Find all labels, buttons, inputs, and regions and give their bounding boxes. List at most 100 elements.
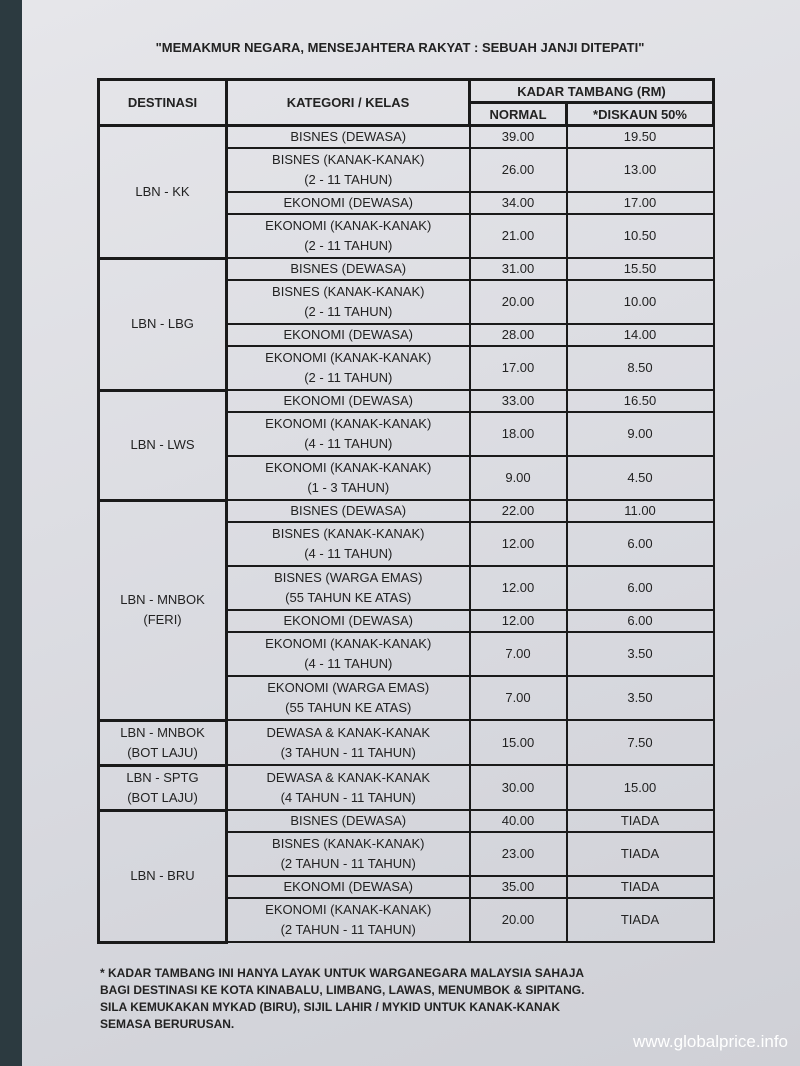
discount-fare: 16.50: [565, 389, 715, 413]
table-row: BISNES (KANAK-KANAK) (2 TAHUN - 11 TAHUN)…: [99, 831, 715, 877]
table-row: EKONOMI (WARGA EMAS) (55 TAHUN KE ATAS) 7.…: [99, 675, 715, 721]
text-line: EKONOMI (WARGA EMAS): [267, 680, 430, 695]
table-row: LBN - KK BISNES (DEWASA) 39.00 19.50: [97, 124, 715, 260]
text-line: (55 TAHUN KE ATAS): [285, 700, 412, 715]
discount-fare: 8.50: [565, 345, 715, 391]
normal-fare: 21.00: [468, 213, 568, 259]
text-line: EKONOMI (DEWASA): [283, 879, 414, 894]
normal-fare: 12.00: [468, 609, 568, 633]
text-line: EKONOMI (KANAK-KANAK): [265, 636, 432, 651]
table-row: LBN - LBG BISNES (DEWASA) 31.00 15.50: [97, 256, 715, 392]
text-line: (2 TAHUN - 11 TAHUN): [280, 856, 416, 871]
discount-fare: TIADA: [565, 875, 715, 899]
text-line: LBN - BRU: [130, 868, 195, 883]
category-cell: BISNES (KANAK-KANAK) (2 - 11 TAHUN): [225, 279, 471, 325]
text-line: (2 - 11 TAHUN): [304, 304, 393, 319]
text-line: EKONOMI (DEWASA): [283, 613, 414, 628]
category-cell: BISNES (DEWASA): [225, 499, 471, 523]
footnote-line: SEMASA BERURUSAN.: [100, 1017, 235, 1031]
table-row: EKONOMI (DEWASA) 12.00 6.00: [99, 609, 715, 633]
text-line: LBN - SPTG: [126, 769, 199, 785]
normal-fare: 12.00: [468, 565, 568, 611]
destination-cell: LBN - BRU: [97, 808, 228, 944]
discount-fare: TIADA: [565, 809, 715, 833]
text-line: LBN - KK: [135, 183, 190, 199]
text-line: (2 - 11 TAHUN): [304, 238, 393, 253]
normal-fare: 22.00: [468, 499, 568, 523]
text-line: (55 TAHUN KE ATAS): [285, 590, 412, 605]
discount-fare: 3.50: [565, 631, 715, 677]
text-line: LBN - LWS: [130, 437, 195, 452]
text-line: DEWASA & KANAK-KANAK: [266, 724, 430, 740]
text-line: (4 TAHUN - 11 TAHUN): [280, 789, 416, 805]
table-row: EKONOMI (KANAK-KANAK) (4 - 11 TAHUN) 18.00…: [99, 411, 715, 457]
normal-fare: 15.00: [468, 719, 568, 766]
category-cell: BISNES (KANAK-KANAK) (2 TAHUN - 11 TAHUN): [225, 831, 471, 877]
normal-fare: 35.00: [468, 875, 568, 899]
discount-fare: 13.00: [565, 147, 715, 193]
table-row: EKONOMI (DEWASA) 34.00 17.00: [99, 191, 715, 215]
discount-fare: 6.00: [565, 609, 715, 633]
table-row: LBN - MNBOK (FERI) BISNES (DEWASA) 22.00 11.…: [97, 498, 715, 722]
destination-cell: LBN - SPTG (BOT LAJU): [97, 763, 228, 812]
discount-fare: 15.00: [565, 764, 715, 811]
normal-fare: 20.00: [468, 897, 568, 943]
category-cell: EKONOMI (KANAK-KANAK) (4 - 11 TAHUN): [225, 631, 471, 677]
table-row: EKONOMI (KANAK-KANAK) (1 - 3 TAHUN) 9.00 4.…: [99, 455, 715, 501]
normal-fare: 7.00: [468, 675, 568, 721]
category-cell: EKONOMI (KANAK-KANAK) (2 - 11 TAHUN): [225, 213, 471, 259]
category-cell: EKONOMI (WARGA EMAS) (55 TAHUN KE ATAS): [225, 675, 471, 721]
text-line: BISNES (KANAK-KANAK): [272, 526, 425, 541]
normal-fare: 40.00: [468, 809, 568, 833]
text-line: (FERI): [143, 612, 182, 627]
table-row: BISNES (KANAK-KANAK) (4 - 11 TAHUN) 12.00 6…: [99, 521, 715, 567]
normal-fare: 34.00: [468, 191, 568, 215]
text-line: BISNES (DEWASA): [290, 813, 407, 828]
discount-fare: TIADA: [565, 897, 715, 943]
category-cell: BISNES (DEWASA): [225, 257, 471, 281]
text-line: (BOT LAJU): [127, 789, 198, 805]
footnote-line: SILA KEMUKAKAN MYKAD (BIRU), SIJIL LAHIR…: [100, 1000, 560, 1014]
text-line: (BOT LAJU): [127, 744, 198, 760]
discount-fare: 6.00: [565, 521, 715, 567]
text-line: (3 TAHUN - 11 TAHUN): [280, 744, 416, 760]
category-cell: BISNES (WARGA EMAS) (55 TAHUN KE ATAS): [225, 565, 471, 611]
text-line: (2 - 11 TAHUN): [304, 370, 393, 385]
discount-fare: TIADA: [565, 831, 715, 877]
normal-fare: 26.00: [468, 147, 568, 193]
normal-fare: 23.00: [468, 831, 568, 877]
destination-cell: LBN - MNBOK (BOT LAJU): [97, 718, 228, 767]
discount-fare: 9.00: [565, 411, 715, 457]
footnote-line: * KADAR TAMBANG INI HANYA LAYAK UNTUK WA…: [100, 966, 585, 980]
category-cell: DEWASA & KANAK-KANAK (4 TAHUN - 11 TAHUN): [225, 764, 471, 811]
header-cell: KATEGORI / KELAS: [225, 78, 471, 127]
text-line: EKONOMI (KANAK-KANAK): [265, 350, 432, 365]
category-cell: EKONOMI (KANAK-KANAK) (1 - 3 TAHUN): [225, 455, 471, 501]
discount-fare: 17.00: [565, 191, 715, 215]
category-cell: EKONOMI (KANAK-KANAK) (2 - 11 TAHUN): [225, 345, 471, 391]
category-cell: EKONOMI (KANAK-KANAK) (4 - 11 TAHUN): [225, 411, 471, 457]
table-row: EKONOMI (DEWASA) 35.00 TIADA: [99, 875, 715, 899]
text-line: (4 - 11 TAHUN): [304, 436, 393, 451]
text-line: LBN - LBG: [131, 316, 194, 331]
text-line: EKONOMI (KANAK-KANAK): [265, 902, 432, 917]
normal-fare: 30.00: [468, 764, 568, 811]
text-line: BISNES (KANAK-KANAK): [272, 152, 425, 167]
normal-fare: 9.00: [468, 455, 568, 501]
text-line: EKONOMI (KANAK-KANAK): [265, 416, 432, 431]
category-cell: BISNES (KANAK-KANAK) (4 - 11 TAHUN): [225, 521, 471, 567]
text-line: (4 - 11 TAHUN): [304, 656, 393, 671]
table-row: EKONOMI (KANAK-KANAK) (2 TAHUN - 11 TAHUN…: [99, 897, 715, 943]
table-row: EKONOMI (DEWASA) 28.00 14.00: [99, 323, 715, 347]
discount-fare: 10.00: [565, 279, 715, 325]
normal-fare: 31.00: [468, 257, 568, 281]
normal-fare: 33.00: [468, 389, 568, 413]
watermark: www.globalprice.info: [633, 1032, 788, 1051]
category-cell: EKONOMI (DEWASA): [225, 389, 471, 413]
category-cell: EKONOMI (KANAK-KANAK) (2 TAHUN - 11 TAHUN…: [225, 897, 471, 943]
table-row: LBN - SPTG (BOT LAJU) DEWASA & KANAK-KANAK…: [97, 763, 715, 812]
header-cell: DESTINASI: [97, 78, 228, 127]
discount-fare: 15.50: [565, 257, 715, 281]
table-row: BISNES (KANAK-KANAK) (2 - 11 TAHUN) 20.00 1…: [99, 279, 715, 325]
